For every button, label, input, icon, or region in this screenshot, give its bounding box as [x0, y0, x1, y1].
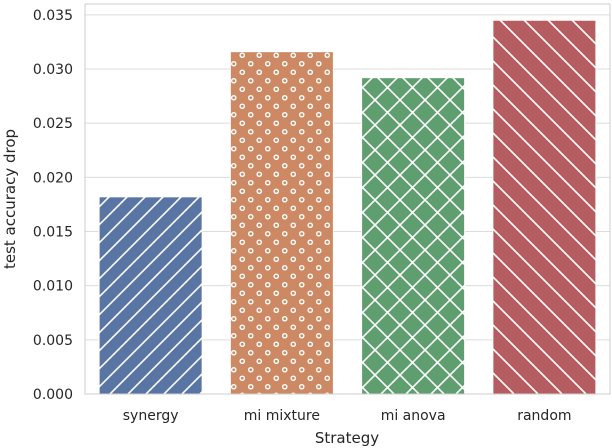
bar-random [492, 19, 597, 395]
y-axis-label: test accuracy drop [1, 129, 19, 269]
y-tick-label: 0.015 [33, 225, 73, 241]
bar-mi-anova [361, 77, 466, 395]
bars [98, 19, 597, 395]
y-tick-label: 0.010 [33, 279, 73, 295]
plot-frame [84, 3, 611, 395]
y-tick-label: 0.005 [33, 333, 73, 349]
y-tick-labels: 0.000 0.005 0.010 0.015 0.020 0.025 0.030 0.035 [33, 8, 73, 403]
x-tick-label: mi anova [381, 408, 446, 424]
y-tick-label: 0.035 [33, 8, 73, 24]
y-tick-label: 0.025 [33, 116, 73, 132]
y-tick-label: 0.030 [33, 62, 73, 78]
bar-mi-mixture [229, 51, 334, 395]
x-tick-label: random [517, 408, 571, 424]
bar-synergy [98, 196, 203, 395]
x-axis-label: Strategy [315, 429, 379, 447]
x-tick-label: mi mixture [244, 408, 320, 424]
y-tick-label: 0.000 [33, 387, 73, 403]
x-tick-label: synergy [123, 408, 179, 424]
y-tick-label: 0.020 [33, 170, 73, 186]
x-tick-labels: synergy mi mixture mi anova random [123, 408, 572, 424]
